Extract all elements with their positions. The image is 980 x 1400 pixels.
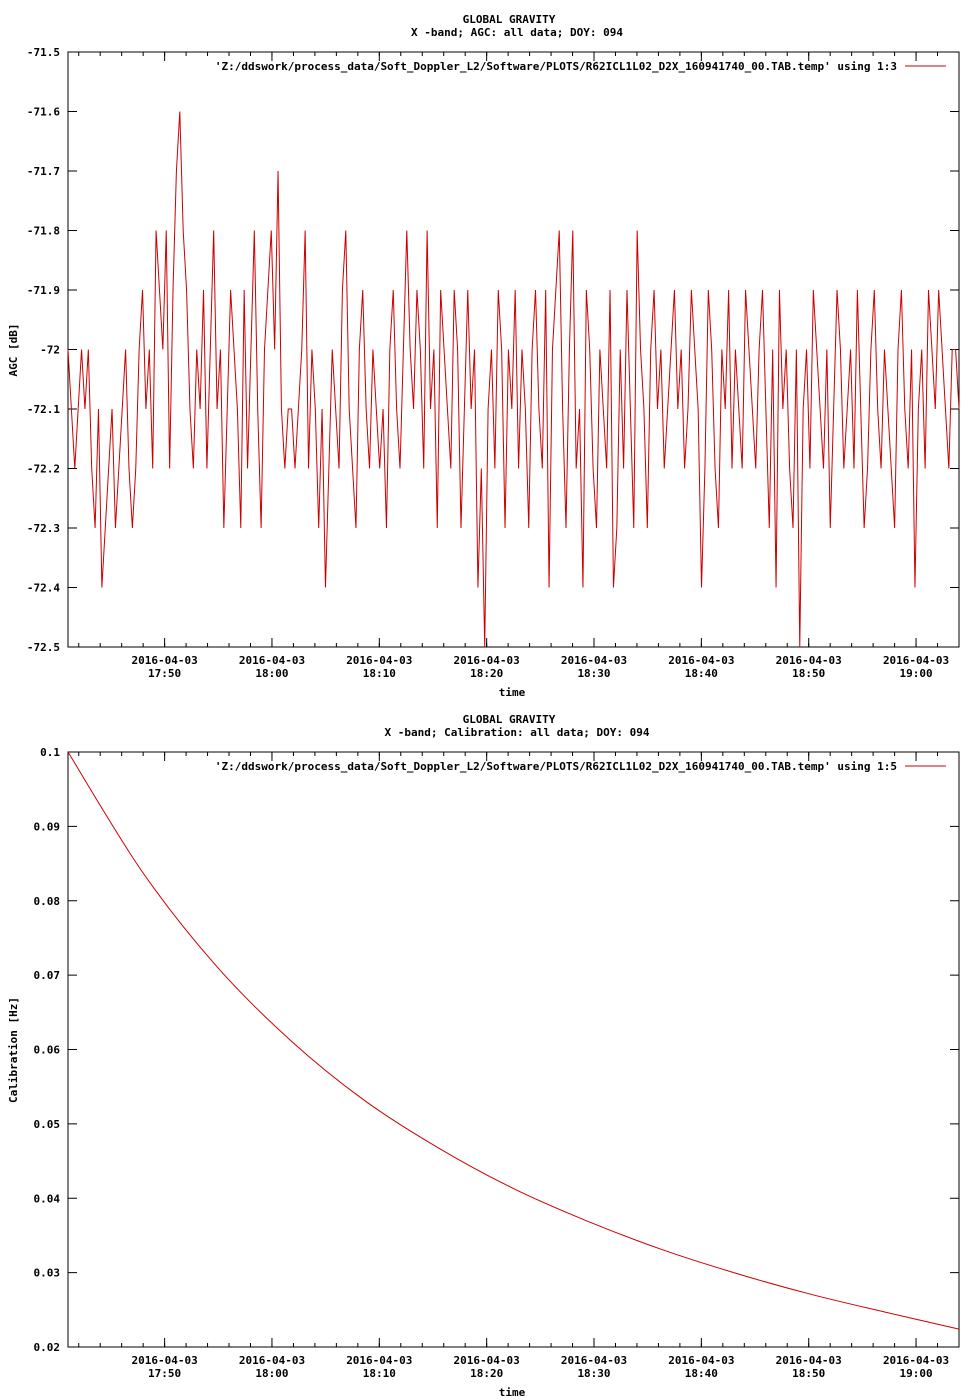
agc-series-line <box>67 111 960 648</box>
x-tick-date-label: 2016-04-03 <box>883 1354 949 1367</box>
x-tick-date-label: 2016-04-03 <box>776 1354 842 1367</box>
y-tick-label: -71.5 <box>27 46 60 59</box>
y-tick-label: 0.05 <box>34 1118 61 1131</box>
chart-title-line2: X -band; AGC: all data; DOY: 094 <box>411 26 623 39</box>
x-tick-date-label: 2016-04-03 <box>131 1354 197 1367</box>
y-tick-label: 0.06 <box>34 1044 61 1057</box>
y-tick-label: -72 <box>40 344 60 357</box>
x-tick-date-label: 2016-04-03 <box>561 654 627 667</box>
y-tick-label: -72.4 <box>27 582 60 595</box>
y-tick-label: -72.1 <box>27 403 60 416</box>
x-tick-time-label: 17:50 <box>148 1367 181 1380</box>
y-axis-label: AGC [dB] <box>7 324 20 377</box>
x-tick-date-label: 2016-04-03 <box>454 1354 520 1367</box>
y-axis: -71.5 -71.6 -71.7 -71.8 -71.9 -72 -72.1 -72.2 -7… <box>27 46 959 654</box>
x-tick-time-label: 18:30 <box>577 1367 610 1380</box>
y-axis-label: Calibration [Hz] <box>7 997 20 1103</box>
chart-title-line1: GLOBAL GRAVITY <box>463 713 556 726</box>
x-tick-date-label: 2016-04-03 <box>776 654 842 667</box>
y-tick-label: -71.7 <box>27 165 60 178</box>
y-tick-label: -71.6 <box>27 106 60 119</box>
x-tick-date-label: 2016-04-03 <box>561 1354 627 1367</box>
y-tick-label: -72.2 <box>27 463 60 476</box>
x-tick-time-label: 18:00 <box>255 667 288 680</box>
chart-title-line2: X -band; Calibration: all data; DOY: 094 <box>385 726 650 739</box>
x-tick-date-label: 2016-04-03 <box>668 654 734 667</box>
y-tick-label: -72.3 <box>27 522 60 535</box>
x-axis: 2016-04-0317:502016-04-0318:002016-04-03… <box>78 52 960 680</box>
plot-frame <box>67 751 960 1348</box>
x-tick-time-label: 18:30 <box>577 667 610 680</box>
calibration-series-line <box>67 751 960 1330</box>
legend-label: 'Z:/ddswork/process_data/Soft_Doppler_L2… <box>215 60 897 73</box>
y-tick-label: 0.09 <box>34 820 61 833</box>
y-tick-label: 0.08 <box>34 895 61 908</box>
y-tick-label: -71.8 <box>27 225 60 238</box>
chart-title-line1: GLOBAL GRAVITY <box>463 13 556 26</box>
x-tick-date-label: 2016-04-03 <box>883 654 949 667</box>
y-tick-label: 0.03 <box>34 1267 61 1280</box>
x-tick-date-label: 2016-04-03 <box>668 1354 734 1367</box>
x-tick-time-label: 18:40 <box>685 1367 718 1380</box>
x-tick-date-label: 2016-04-03 <box>239 1354 305 1367</box>
x-tick-date-label: 2016-04-03 <box>454 654 520 667</box>
y-tick-label: 0.1 <box>40 746 60 759</box>
calibration-chart: GLOBAL GRAVITY X -band; Calibration: all… <box>7 713 960 1399</box>
y-tick-label: -72.5 <box>27 641 60 654</box>
x-tick-date-label: 2016-04-03 <box>346 654 412 667</box>
y-axis: 0.1 0.09 0.08 0.07 0.06 0.05 0.04 0.03 0.02 <box>34 746 959 1354</box>
y-tick-label: -71.9 <box>27 284 60 297</box>
x-tick-time-label: 18:20 <box>470 667 503 680</box>
x-tick-date-label: 2016-04-03 <box>131 654 197 667</box>
y-tick-label: 0.07 <box>34 969 61 982</box>
x-tick-time-label: 18:50 <box>792 667 825 680</box>
x-axis-label: time <box>499 1386 526 1399</box>
x-axis-label: time <box>499 686 526 699</box>
x-tick-time-label: 17:50 <box>148 667 181 680</box>
x-tick-time-label: 18:10 <box>363 1367 396 1380</box>
x-tick-time-label: 18:10 <box>363 667 396 680</box>
x-tick-time-label: 18:40 <box>685 667 718 680</box>
x-tick-time-label: 19:00 <box>899 1367 932 1380</box>
x-tick-date-label: 2016-04-03 <box>239 654 305 667</box>
x-axis: 2016-04-0317:502016-04-0318:002016-04-03… <box>78 752 960 1380</box>
x-tick-date-label: 2016-04-03 <box>346 1354 412 1367</box>
x-tick-time-label: 19:00 <box>899 667 932 680</box>
legend-label: 'Z:/ddswork/process_data/Soft_Doppler_L2… <box>215 760 897 773</box>
x-tick-time-label: 18:20 <box>470 1367 503 1380</box>
x-tick-time-label: 18:50 <box>792 1367 825 1380</box>
y-tick-label: 0.02 <box>34 1341 61 1354</box>
agc-chart: GLOBAL GRAVITY X -band; AGC: all data; D… <box>7 13 960 699</box>
y-tick-label: 0.04 <box>34 1192 61 1205</box>
x-tick-time-label: 18:00 <box>255 1367 288 1380</box>
